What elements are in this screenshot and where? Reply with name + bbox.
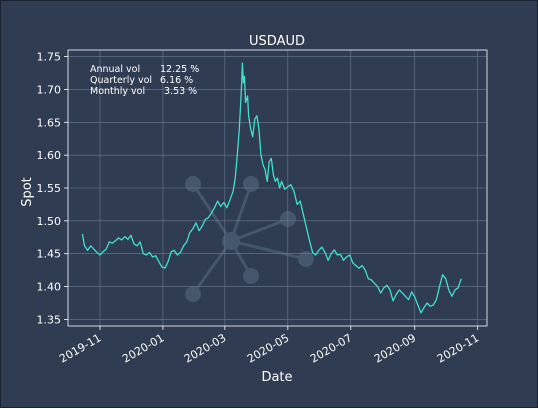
y-tick-label: 1.65 xyxy=(37,116,62,129)
x-tick-label: 2020-09 xyxy=(372,331,418,365)
y-tick-label: 1.45 xyxy=(37,248,62,261)
y-tick-label: 1.70 xyxy=(37,83,62,96)
chart-title: USDAUD xyxy=(249,34,305,49)
watermark-link xyxy=(191,240,233,295)
watermark-hub-node xyxy=(222,232,240,250)
watermark-node xyxy=(243,176,259,192)
volatility-stats: Annual vol 12.25 % Quarterly vol 6.16 % … xyxy=(90,64,199,97)
grid-lines xyxy=(68,50,487,326)
watermark-node xyxy=(298,251,314,267)
x-axis-title: Date xyxy=(261,370,292,385)
watermark-node xyxy=(185,176,201,192)
x-axis: 2019-11 2020-01 2020-03 2020-05 2020-07 2020-… xyxy=(57,326,481,366)
quarterly-vol-label: Quarterly vol xyxy=(90,75,152,86)
x-tick-label: 2020-01 xyxy=(120,331,166,365)
quarterly-vol-value: 6.16 % xyxy=(160,75,193,86)
x-tick-label: 2020-03 xyxy=(182,331,228,365)
x-tick-label: 2020-05 xyxy=(245,331,291,365)
watermark-link xyxy=(229,183,253,242)
monthly-vol-label: Monthly vol xyxy=(90,86,145,97)
y-axis: 1.35 1.40 1.45 1.50 1.55 1.60 1.65 1.70 1.75 xyxy=(37,51,68,326)
y-tick-label: 1.40 xyxy=(37,281,62,294)
x-tick-label: 2020-11 xyxy=(435,331,481,365)
y-tick-label: 1.55 xyxy=(37,182,62,195)
y-axis-title: Spot xyxy=(20,177,35,207)
monthly-vol-value: 3.53 % xyxy=(164,86,197,97)
spot-series-line xyxy=(81,62,462,314)
watermark-link xyxy=(230,239,307,261)
y-tick-label: 1.35 xyxy=(37,313,62,326)
y-tick-label: 1.60 xyxy=(37,149,62,162)
x-tick-label: 2019-11 xyxy=(57,331,103,365)
x-tick-label: 2020-07 xyxy=(308,331,354,365)
annual-vol-value: 12.25 % xyxy=(160,64,199,75)
y-tick-label: 1.50 xyxy=(37,215,62,228)
watermark-node xyxy=(185,286,201,302)
watermark-node xyxy=(243,268,259,284)
watermark-link xyxy=(229,240,253,277)
annual-vol-label: Annual vol xyxy=(90,64,140,75)
watermark-link xyxy=(230,217,289,243)
y-tick-label: 1.75 xyxy=(37,51,62,64)
